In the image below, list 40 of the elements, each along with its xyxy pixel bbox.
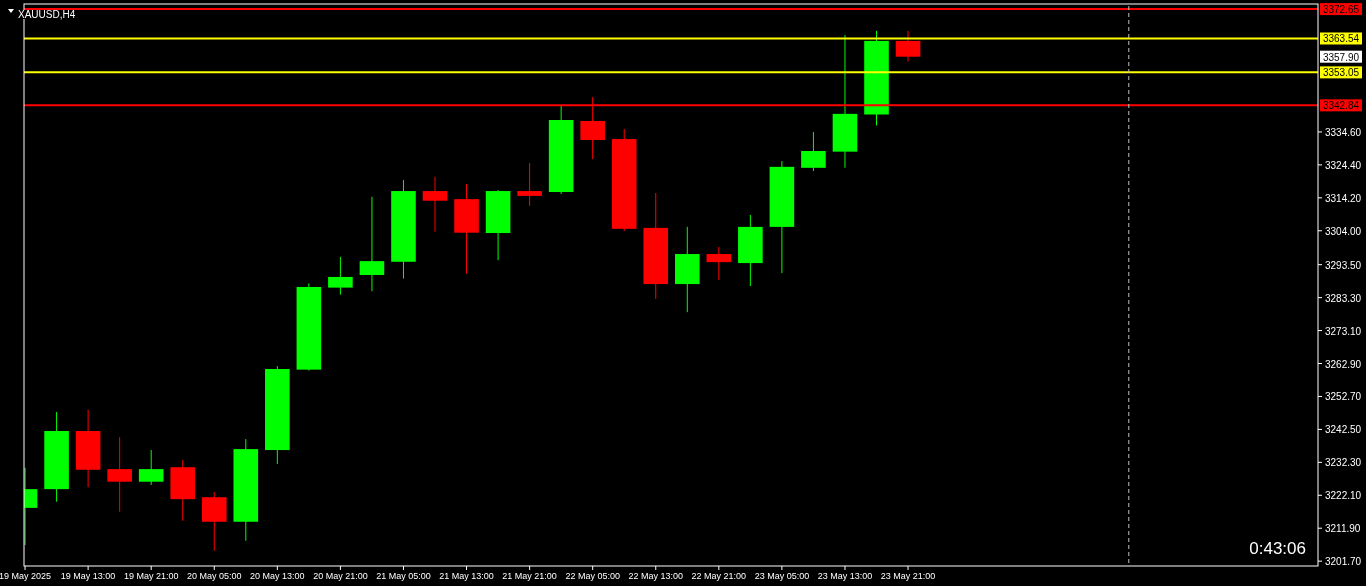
y-tick-label: 3252.70 [1325, 391, 1362, 403]
y-tick-label: 3273.10 [1325, 325, 1362, 337]
y-tick-label: 3222.10 [1325, 490, 1362, 502]
y-tick-label: 3283.30 [1325, 292, 1362, 304]
x-tick-label: 19 May 21:00 [123, 571, 179, 581]
candlestick [422, 176, 448, 233]
candlestick [517, 162, 542, 207]
y-tick-label: 3324.40 [1325, 159, 1362, 171]
ref-line-label: 3372.65 [1322, 4, 1360, 16]
ref-line-label: 3342.84 [1322, 100, 1360, 112]
text: 3357.90 [1322, 51, 1360, 63]
x-tick-label: 19 May 2025 [0, 571, 52, 581]
x-tick-label: 23 May 21:00 [880, 571, 936, 581]
x-tick-label: 20 May 21:00 [313, 571, 368, 581]
x-tick-label: 21 May 13:00 [439, 571, 494, 581]
y-tick-label: 3211.90 [1325, 523, 1361, 535]
candlestick [359, 196, 385, 292]
chart-title: XAUUSD,H4 [18, 9, 76, 20]
x-tick-label: 20 May 05:00 [186, 571, 242, 581]
ref-line-label: 3353.05 [1322, 67, 1360, 79]
x-tick-label: 21 May 21:00 [502, 571, 557, 581]
x-tick-label: 20 May 13:00 [250, 571, 305, 581]
x-tick-label: 23 May 05:00 [754, 571, 810, 581]
annotation: 0:43:06 [1249, 539, 1306, 558]
ref-line-label: 3363.54 [1322, 33, 1360, 45]
x-tick-label: 22 May 05:00 [565, 571, 620, 581]
x-tick-label: 19 May 13:00 [60, 571, 116, 581]
x-tick-label: 23 May 13:00 [817, 571, 873, 581]
x-tick-label: 22 May 13:00 [628, 571, 684, 581]
y-tick-label: 3314.20 [1325, 192, 1362, 204]
x-tick-label: 21 May 05:00 [376, 571, 431, 581]
y-tick-label: 3232.30 [1325, 457, 1362, 469]
x-tick-label: 22 May 21:00 [691, 571, 747, 581]
y-tick-label: 3304.00 [1325, 225, 1362, 237]
candlestick [706, 246, 732, 281]
y-tick-label: 3242.50 [1325, 424, 1362, 436]
y-tick-label: 3262.90 [1325, 358, 1362, 370]
y-tick-label: 3334.60 [1325, 126, 1362, 138]
y-tick-label: 3293.50 [1325, 259, 1362, 271]
y-tick-label: 3201.70 [1325, 556, 1362, 568]
